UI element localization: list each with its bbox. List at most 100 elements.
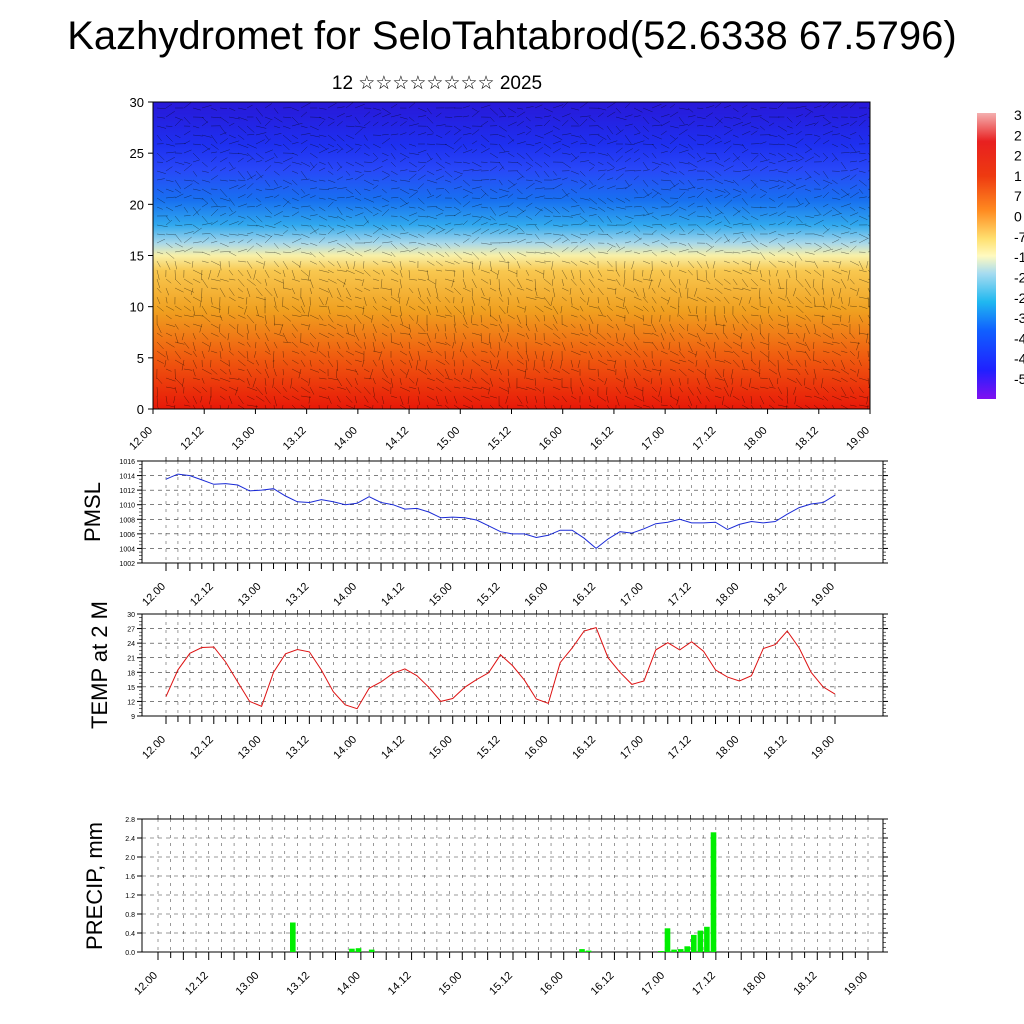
x-tick-label: 15.00: [436, 970, 464, 998]
x-tick-label: 15.00: [434, 425, 462, 453]
x-tick-label: 16.00: [522, 581, 550, 609]
x-tick-label: 13.12: [284, 581, 312, 609]
x-tick-label: 12.12: [188, 581, 216, 609]
colorbar-label: -2: [1014, 290, 1024, 306]
x-tick-label: 13.00: [236, 734, 264, 762]
x-tick-label: 14.00: [332, 425, 360, 453]
y-tick-label: 0.4: [125, 931, 135, 938]
x-tick-label: 18.12: [761, 734, 789, 762]
x-tick-label: 15.00: [427, 581, 455, 609]
x-tick-label: 14.12: [379, 581, 407, 609]
pmsl-grid: [142, 461, 883, 563]
pmsl-series-line: [165, 473, 836, 550]
y-tick-label: 1006: [119, 532, 135, 539]
x-tick-label: 14.00: [331, 734, 359, 762]
x-tick-label: 16.12: [588, 425, 616, 453]
pmsl-panel: 1002 1004 1006 1008 1010 1012 1014 1016 12.00 12.…: [80, 457, 888, 609]
y-tick-label: 1.6: [125, 874, 135, 881]
wind-vector-field: [156, 102, 870, 409]
temp-axes: 9 12 15 18 21 24 27 30 12.00 12.12 13.00 13.12 14.00…: [127, 610, 888, 762]
temp-ylabel: TEMP at 2 M: [87, 601, 112, 729]
pmsl-ylabel: PMSL: [80, 482, 105, 542]
colorbar-label: 3: [1014, 107, 1022, 123]
colorbar-label: 2: [1014, 127, 1022, 143]
precip-bar: [664, 928, 671, 953]
x-tick-label: 16.12: [570, 734, 598, 762]
x-tick-label: 18.12: [791, 970, 819, 998]
precip-bar: [290, 922, 296, 952]
x-tick-label: 17.00: [639, 425, 667, 453]
y-tick-label: 30: [127, 612, 135, 619]
x-tick-label: 19.00: [809, 734, 837, 762]
y-tick-label: 27: [127, 627, 135, 634]
x-tick-label: 16.12: [589, 970, 617, 998]
y-tick-label: 2.8: [125, 817, 135, 824]
y-tick-label: 18: [127, 670, 135, 677]
y-tick-label: 2.4: [125, 836, 135, 843]
x-tick-label: 12.00: [127, 425, 155, 453]
x-tick-label: 15.12: [486, 425, 514, 453]
x-tick-label: 17.00: [639, 970, 667, 998]
x-tick-label: 17.12: [666, 581, 694, 609]
x-tick-label: 14.00: [331, 581, 359, 609]
colorbar-label: -5: [1014, 371, 1024, 387]
x-tick-label: 17.12: [666, 734, 694, 762]
heatmap-x-axis: 12.00 12.12 13.00 13.12 14.00 14.12 15.00 15.12…: [127, 409, 872, 453]
x-tick-label: 18.00: [714, 581, 742, 609]
y-tick-label: 1014: [119, 474, 135, 481]
temp-grid: [142, 614, 883, 716]
precip-bar: [368, 949, 375, 952]
y-tick-label: 0.8: [125, 912, 135, 919]
x-tick-label: 12.00: [140, 581, 168, 609]
y-tick-label: 0.0: [125, 950, 135, 957]
precip-bar: [710, 832, 717, 952]
precip-bar: [677, 949, 684, 952]
x-tick-label: 15.12: [475, 734, 503, 762]
x-tick-label: 14.00: [335, 970, 363, 998]
x-tick-label: 17.12: [691, 425, 719, 453]
page-title: Kazhydromet for SeloTahtabrod(52.6338 67…: [67, 14, 957, 58]
precip-bars: [290, 832, 717, 953]
colorbar: 3 2 2 1 7 0 -7 -1 -2 -2 -3 -4 -4 -5: [977, 107, 1024, 399]
y-tick-label: 30: [130, 95, 144, 110]
x-tick-label: 17.00: [618, 581, 646, 609]
x-tick-label: 18.00: [742, 425, 770, 453]
x-tick-label: 15.12: [475, 581, 503, 609]
y-tick-label: 1016: [119, 459, 135, 466]
precip-bar: [579, 949, 585, 952]
x-tick-label: 12.12: [188, 734, 216, 762]
precip-bar: [355, 948, 362, 952]
y-tick-label: 1010: [119, 503, 135, 510]
x-tick-label: 13.00: [234, 970, 262, 998]
colorbar-label: -4: [1014, 330, 1024, 346]
x-tick-label: 13.12: [284, 970, 312, 998]
precip-ylabel: PRECIP, mm: [82, 822, 107, 950]
y-tick-label: 21: [127, 656, 135, 663]
y-tick-label: 1004: [119, 546, 135, 553]
colorbar-label: -4: [1014, 351, 1024, 367]
x-tick-label: 18.12: [761, 581, 789, 609]
wind-vectors: [156, 102, 870, 409]
y-tick-label: 24: [127, 641, 135, 648]
colorbar-label: -2: [1014, 269, 1024, 285]
chart-subtitle: 12 ☆☆☆☆☆☆☆☆ 2025: [331, 73, 543, 94]
precip-bar: [585, 950, 592, 952]
x-tick-label: 16.12: [570, 581, 598, 609]
x-tick-label: 15.00: [427, 734, 455, 762]
y-tick-label: 9: [131, 714, 135, 721]
y-tick-label: 1.2: [125, 893, 135, 900]
x-tick-label: 14.12: [383, 425, 411, 453]
x-tick-label: 12.12: [183, 970, 211, 998]
colorbar-label: 1: [1014, 168, 1022, 184]
precip-bar: [658, 951, 664, 952]
temp-panel: 9 12 15 18 21 24 27 30 12.00 12.12 13.00 13.12 14.00…: [87, 601, 888, 762]
colorbar-label: 7: [1014, 188, 1022, 204]
y-tick-label: 0: [137, 402, 144, 417]
colorbar-label: 0: [1014, 209, 1022, 225]
x-tick-label: 18.00: [741, 970, 769, 998]
y-tick-label: 20: [130, 197, 144, 212]
precip-bar: [349, 948, 355, 952]
y-tick-label: 15: [127, 685, 135, 692]
x-tick-label: 16.00: [537, 425, 565, 453]
y-tick-label: 25: [130, 146, 144, 161]
